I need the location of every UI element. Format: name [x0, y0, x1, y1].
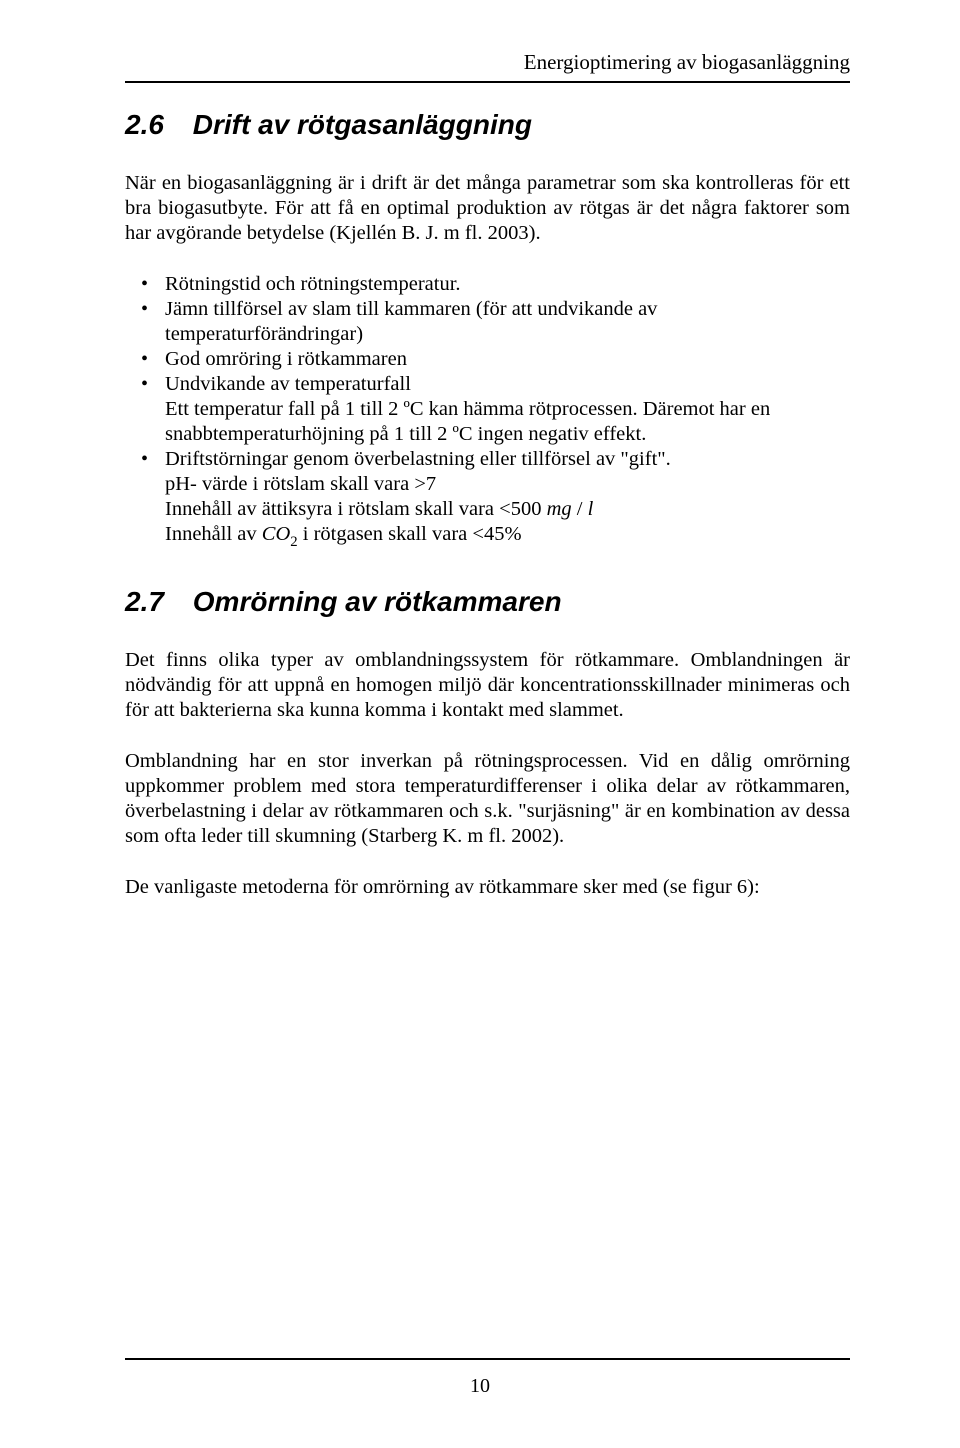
section-2-6-number: 2.6	[125, 109, 185, 141]
sub3-prefix: Innehåll av	[165, 523, 262, 545]
page-number: 10	[0, 1375, 960, 1398]
section-2-7-paragraph-3: De vanligaste metoderna för omrörning av…	[125, 875, 850, 900]
unit-mg: mg	[547, 498, 572, 520]
section-2-6-heading: 2.6 Drift av rötgasanläggning	[125, 109, 850, 141]
co2-subscript: 2	[290, 534, 297, 550]
section-2-7-heading: 2.7 Omrörning av rötkammaren	[125, 586, 850, 618]
section-2-7-number: 2.7	[125, 586, 185, 618]
bullet-item-4-text: Undvikande av temperaturfall	[165, 373, 411, 395]
bullet-item-3: God omröring i rötkammaren	[125, 347, 850, 372]
unit-l: l	[588, 498, 594, 520]
section-2-6-title: Drift av rötgasanläggning	[193, 109, 532, 140]
running-header: Energioptimering av biogasanläggning	[125, 50, 850, 75]
bullet-item-5-sub1: pH- värde i rötslam skall vara >7	[165, 472, 850, 497]
section-2-7-title: Omrörning av rötkammaren	[193, 586, 562, 617]
bullet-item-5: Driftstörningar genom överbelastning ell…	[125, 447, 850, 550]
section-2-7-paragraph-2: Omblandning har en stor inverkan på rötn…	[125, 749, 850, 849]
bullet-item-5-sub3: Innehåll av CO2 i rötgasen skall vara <4…	[165, 522, 850, 550]
bullet-item-5-sub2: Innehåll av ättiksyra i rötslam skall va…	[165, 497, 850, 522]
sub3-suffix: i rötgasen skall vara <45%	[298, 523, 522, 545]
footer-rule	[125, 1358, 850, 1360]
bullet-item-2: Jämn tillförsel av slam till kammaren (f…	[125, 297, 850, 347]
bullet-item-4: Undvikande av temperaturfall Ett tempera…	[125, 372, 850, 447]
sub2-prefix: Innehåll av ättiksyra i rötslam skall va…	[165, 498, 547, 520]
header-rule	[125, 81, 850, 83]
bullet-item-5-text: Driftstörningar genom överbelastning ell…	[165, 448, 671, 470]
section-2-7-paragraph-1: Det finns olika typer av omblandningssys…	[125, 648, 850, 723]
unit-slash: /	[572, 498, 588, 520]
bullet-item-4-subtext: Ett temperatur fall på 1 till 2 ºC kan h…	[165, 397, 850, 447]
page-container: Energioptimering av biogasanläggning 2.6…	[0, 0, 960, 1448]
bullet-item-1: Rötningstid och rötningstemperatur.	[125, 272, 850, 297]
co2-co: CO	[262, 523, 290, 545]
section-2-6-paragraph-1: När en biogasanläggning är i drift är de…	[125, 171, 850, 246]
section-2-6-bullet-list: Rötningstid och rötningstemperatur. Jämn…	[125, 272, 850, 550]
